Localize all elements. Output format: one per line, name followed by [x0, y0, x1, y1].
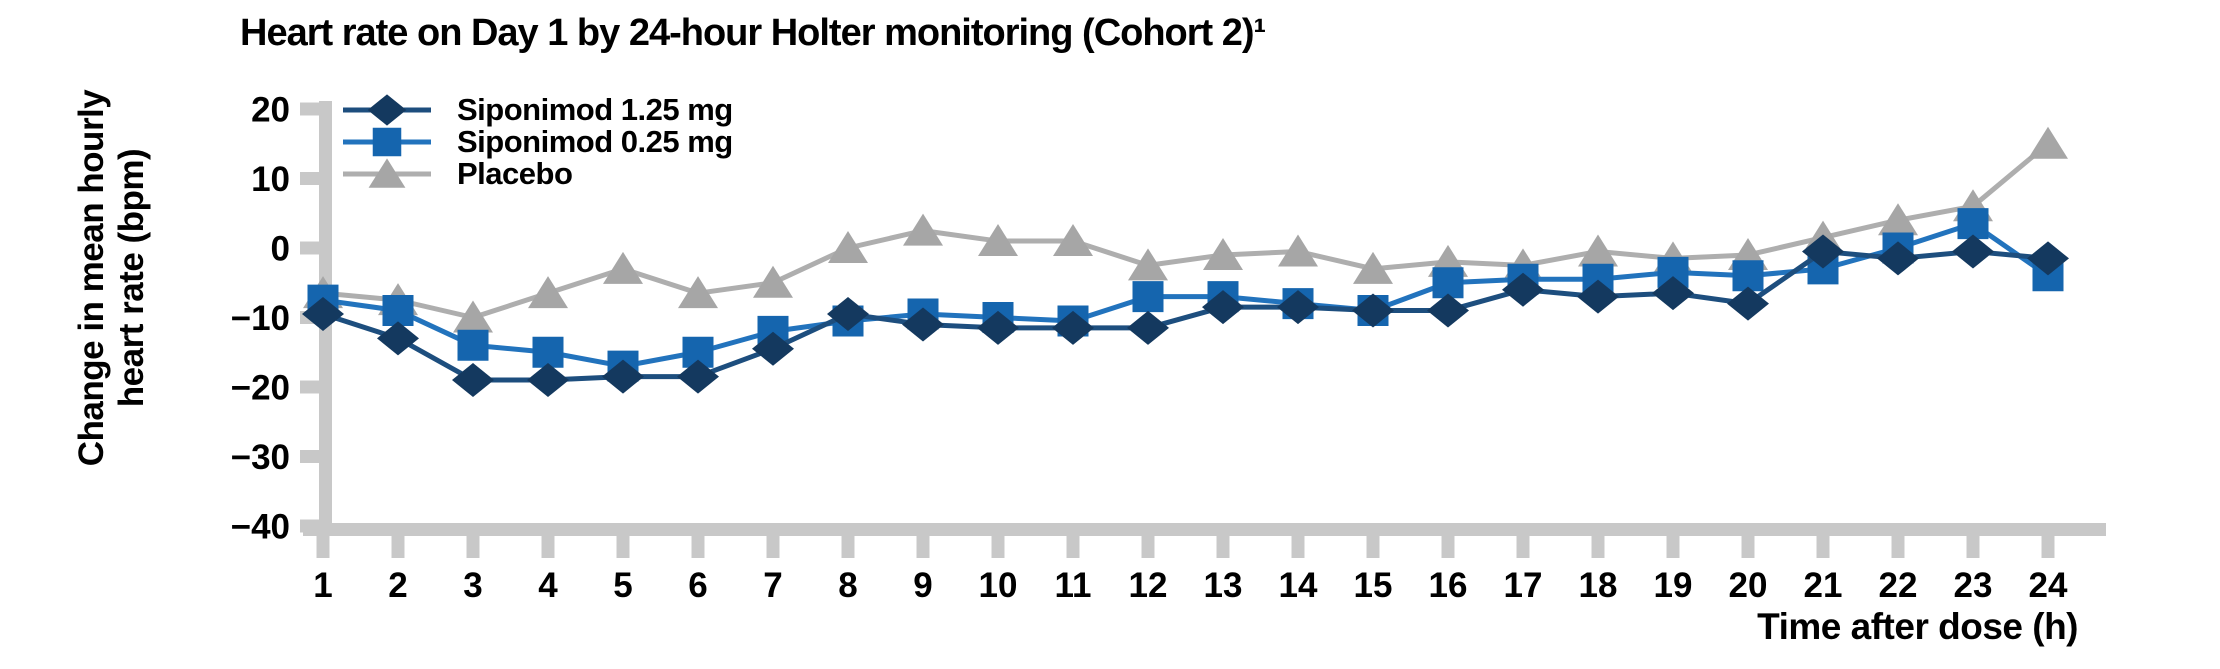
svg-text:1: 1	[313, 566, 332, 605]
svg-text:−10: −10	[231, 299, 290, 338]
svg-text:17: 17	[1504, 566, 1543, 605]
svg-text:12: 12	[1129, 566, 1168, 605]
svg-text:14: 14	[1279, 566, 1318, 605]
legend-label: Siponimod 1.25 mg	[457, 92, 733, 127]
svg-text:10: 10	[979, 566, 1018, 605]
legend-item-placebo: Placebo	[341, 156, 733, 191]
svg-text:6: 6	[688, 566, 707, 605]
svg-text:−30: −30	[231, 438, 290, 477]
svg-text:9: 9	[913, 566, 932, 605]
triangle-marker-icon	[343, 158, 431, 188]
legend-item-siponimod-1-25mg: Siponimod 1.25 mg	[341, 92, 733, 127]
series-siponimod-0-25-mg	[307, 208, 2064, 382]
svg-text:2: 2	[388, 566, 407, 605]
square-marker-icon	[343, 127, 431, 157]
svg-text:8: 8	[838, 566, 857, 605]
diamond-marker-icon	[343, 94, 431, 126]
series-siponimod-1-25-mg	[302, 234, 2069, 398]
chart-title: Heart rate on Day 1 by 24-hour Holter mo…	[240, 12, 1266, 54]
svg-text:3: 3	[463, 566, 482, 605]
x-tick-labels: 1 2 3 4 5 6 7 8 9 10 11 12 13 14 15 16 17 18 19 20 21 22 23 24	[313, 566, 2068, 605]
x-axis-line	[303, 523, 2106, 536]
svg-text:7: 7	[763, 566, 782, 605]
svg-text:21: 21	[1804, 566, 1843, 605]
svg-text:20: 20	[1729, 566, 1768, 605]
svg-text:15: 15	[1354, 566, 1393, 605]
svg-text:24: 24	[2029, 566, 2068, 605]
legend-label: Placebo	[457, 156, 573, 191]
svg-text:5: 5	[613, 566, 632, 605]
svg-text:11: 11	[1055, 566, 1092, 605]
svg-text:20: 20	[251, 91, 290, 130]
x-axis-ticks	[316, 529, 2055, 558]
svg-text:10: 10	[251, 160, 290, 199]
svg-text:13: 13	[1204, 566, 1243, 605]
legend-item-siponimod-0-25mg: Siponimod 0.25 mg	[341, 124, 733, 159]
x-axis-title: Time after dose (h)	[1757, 606, 2078, 647]
svg-text:−40: −40	[231, 508, 290, 547]
svg-text:16: 16	[1429, 566, 1468, 605]
y-axis-title-line2: heart rate (bpm)	[112, 148, 151, 408]
svg-text:19: 19	[1654, 566, 1693, 605]
legend-label: Siponimod 0.25 mg	[457, 124, 733, 159]
svg-text:−20: −20	[231, 369, 290, 408]
svg-text:4: 4	[538, 566, 558, 605]
svg-text:22: 22	[1879, 566, 1918, 605]
y-tick-labels: 20 10 0 −10 −20 −30 −40	[231, 91, 290, 547]
chart-legend: Siponimod 1.25 mg Siponimod 0.25 mg Plac…	[341, 92, 733, 191]
svg-text:23: 23	[1954, 566, 1993, 605]
y-axis-title-line1: Change in mean hourly	[72, 89, 111, 467]
svg-text:18: 18	[1579, 566, 1618, 605]
svg-text:0: 0	[271, 230, 290, 269]
y-axis-title: Change in mean hourly heart rate (bpm)	[72, 66, 156, 490]
